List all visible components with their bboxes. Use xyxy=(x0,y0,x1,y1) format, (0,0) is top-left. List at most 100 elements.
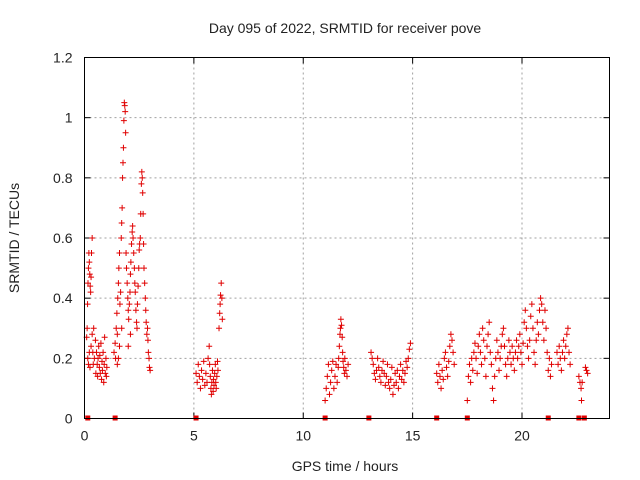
data-point xyxy=(562,343,569,350)
data-point xyxy=(471,340,478,347)
data-point xyxy=(371,370,378,377)
data-point xyxy=(341,355,348,362)
data-point xyxy=(386,385,393,392)
data-point xyxy=(111,349,118,356)
data-points xyxy=(83,99,591,421)
data-point xyxy=(127,259,134,266)
data-point xyxy=(464,397,471,404)
data-point xyxy=(324,373,331,380)
data-point xyxy=(122,129,129,136)
data-point xyxy=(534,319,541,326)
data-point xyxy=(469,367,476,374)
data-point xyxy=(541,307,548,314)
data-point xyxy=(330,385,337,392)
data-point xyxy=(129,228,136,235)
data-point xyxy=(132,307,139,314)
data-point xyxy=(212,379,219,386)
data-point xyxy=(476,331,483,338)
data-point xyxy=(140,210,147,217)
data-point xyxy=(578,385,585,392)
data-point xyxy=(86,364,93,371)
data-point xyxy=(90,325,97,332)
data-point xyxy=(143,331,150,338)
data-point xyxy=(125,316,132,323)
data-point xyxy=(88,343,95,350)
data-point xyxy=(395,385,402,392)
data-point xyxy=(216,325,223,332)
data-point xyxy=(117,289,124,296)
data-point xyxy=(561,355,568,362)
data-point xyxy=(134,301,141,308)
data-point xyxy=(131,280,138,287)
data-point xyxy=(340,364,347,371)
data-point xyxy=(201,382,208,389)
data-point xyxy=(214,367,221,374)
data-point xyxy=(582,364,589,371)
data-point xyxy=(505,337,512,344)
data-point xyxy=(87,283,94,290)
y-tick-label: 0 xyxy=(65,411,73,427)
data-point xyxy=(407,340,414,347)
data-point xyxy=(213,373,220,380)
data-point xyxy=(497,355,504,362)
data-point xyxy=(337,331,343,338)
x-tick-label: 5 xyxy=(190,428,198,444)
data-point xyxy=(450,349,457,356)
data-point xyxy=(96,352,103,359)
data-point xyxy=(322,397,329,404)
data-point xyxy=(334,379,341,386)
data-point xyxy=(121,102,128,109)
data-point xyxy=(200,358,207,365)
data-point xyxy=(86,259,93,266)
data-point xyxy=(335,355,342,362)
data-point xyxy=(537,295,544,302)
data-point xyxy=(528,301,535,308)
data-point xyxy=(369,355,376,362)
data-point xyxy=(99,358,105,365)
data-point xyxy=(120,144,127,151)
data-point xyxy=(339,349,346,356)
data-point xyxy=(124,295,131,302)
data-point xyxy=(92,337,99,344)
data-point xyxy=(120,159,126,166)
data-point xyxy=(490,397,497,404)
data-point xyxy=(538,301,545,308)
data-point xyxy=(217,292,224,299)
data-point xyxy=(114,361,121,368)
data-point xyxy=(128,241,135,248)
data-point xyxy=(219,316,226,323)
data-point xyxy=(340,358,347,365)
data-point xyxy=(328,367,335,374)
data-point xyxy=(564,325,571,332)
data-point xyxy=(113,325,120,332)
data-point xyxy=(482,373,489,380)
data-point xyxy=(548,361,555,368)
data-point xyxy=(125,307,132,314)
data-point xyxy=(501,343,508,350)
data-point xyxy=(558,367,565,374)
data-point xyxy=(400,379,407,386)
data-point xyxy=(345,361,352,368)
data-point xyxy=(438,385,445,392)
data-point xyxy=(136,247,143,254)
data-point xyxy=(137,235,144,241)
data-point xyxy=(451,361,458,368)
data-point xyxy=(213,385,220,392)
data-point xyxy=(391,382,398,389)
data-point xyxy=(509,343,516,350)
data-point xyxy=(442,349,449,356)
data-point xyxy=(84,325,91,332)
data-point xyxy=(142,307,149,314)
data-point xyxy=(115,280,122,287)
data-point xyxy=(474,370,481,377)
data-point xyxy=(344,373,350,380)
data-point xyxy=(119,204,126,211)
data-point xyxy=(374,355,381,362)
data-point xyxy=(547,373,554,380)
data-point xyxy=(506,349,513,356)
data-point xyxy=(493,337,500,344)
data-point xyxy=(531,349,538,356)
data-point xyxy=(84,355,91,362)
data-point xyxy=(519,361,525,368)
data-point xyxy=(144,325,151,332)
